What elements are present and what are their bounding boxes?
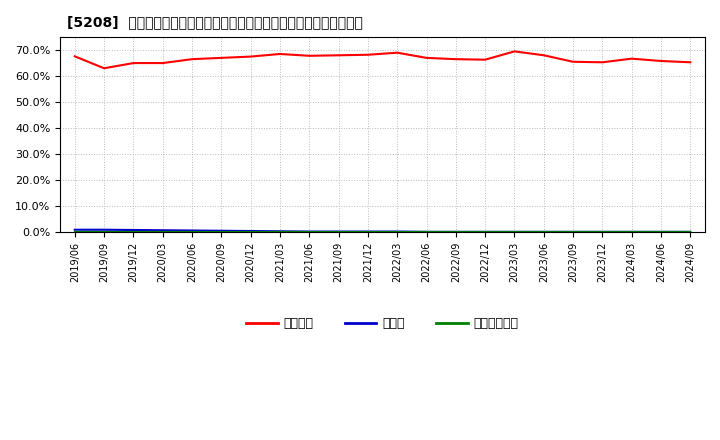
のれん <box>393 229 402 234</box>
のれん <box>481 229 490 235</box>
繰延税金資産 <box>158 229 167 235</box>
繰延税金資産 <box>422 229 431 235</box>
のれん <box>246 228 255 234</box>
自己資本 <box>451 56 460 62</box>
繰延税金資産 <box>686 229 695 235</box>
繰延税金資産 <box>100 229 109 235</box>
のれん <box>276 229 284 234</box>
自己資本 <box>246 54 255 59</box>
繰延税金資産 <box>276 229 284 235</box>
のれん <box>71 227 79 232</box>
のれん <box>334 229 343 234</box>
自己資本 <box>305 53 314 59</box>
繰延税金資産 <box>569 229 577 235</box>
自己資本 <box>569 59 577 64</box>
のれん <box>569 229 577 235</box>
のれん <box>510 229 519 235</box>
自己資本 <box>627 56 636 61</box>
繰延税金資産 <box>657 229 665 235</box>
繰延税金資産 <box>129 229 138 235</box>
繰延税金資産 <box>481 229 490 235</box>
のれん <box>188 228 197 233</box>
自己資本 <box>539 53 548 58</box>
繰延税金資産 <box>451 229 460 235</box>
自己資本 <box>276 51 284 57</box>
のれん <box>217 228 225 233</box>
Line: のれん: のれん <box>75 230 690 232</box>
のれん <box>364 229 372 234</box>
繰延税金資産 <box>188 229 197 235</box>
繰延税金資産 <box>246 229 255 235</box>
Text: [5208]  自己資本、のれん、繰延税金資産の総資産に対する比率の推移: [5208] 自己資本、のれん、繰延税金資産の総資産に対する比率の推移 <box>66 15 362 29</box>
のれん <box>451 229 460 235</box>
自己資本 <box>71 54 79 59</box>
自己資本 <box>188 56 197 62</box>
のれん <box>100 227 109 232</box>
繰延税金資産 <box>510 229 519 235</box>
繰延税金資産 <box>334 229 343 235</box>
自己資本 <box>686 60 695 65</box>
繰延税金資産 <box>627 229 636 235</box>
繰延税金資産 <box>305 229 314 235</box>
自己資本 <box>217 55 225 61</box>
繰延税金資産 <box>598 229 607 235</box>
のれん <box>422 229 431 235</box>
Line: 自己資本: 自己資本 <box>75 51 690 68</box>
自己資本 <box>393 50 402 55</box>
のれん <box>686 229 695 235</box>
自己資本 <box>158 60 167 66</box>
自己資本 <box>334 53 343 58</box>
のれん <box>129 227 138 233</box>
自己資本 <box>129 60 138 66</box>
のれん <box>598 229 607 235</box>
自己資本 <box>510 49 519 54</box>
Legend: 自己資本, のれん, 繰延税金資産: 自己資本, のれん, 繰延税金資産 <box>241 312 523 335</box>
自己資本 <box>100 66 109 71</box>
のれん <box>539 229 548 235</box>
繰延税金資産 <box>393 229 402 235</box>
自己資本 <box>657 59 665 64</box>
繰延税金資産 <box>71 229 79 235</box>
のれん <box>158 227 167 233</box>
のれん <box>657 229 665 235</box>
自己資本 <box>598 60 607 65</box>
のれん <box>627 229 636 235</box>
自己資本 <box>364 52 372 57</box>
のれん <box>305 229 314 234</box>
自己資本 <box>422 55 431 61</box>
繰延税金資産 <box>217 229 225 235</box>
繰延税金資産 <box>364 229 372 235</box>
繰延税金資産 <box>539 229 548 235</box>
自己資本 <box>481 57 490 62</box>
